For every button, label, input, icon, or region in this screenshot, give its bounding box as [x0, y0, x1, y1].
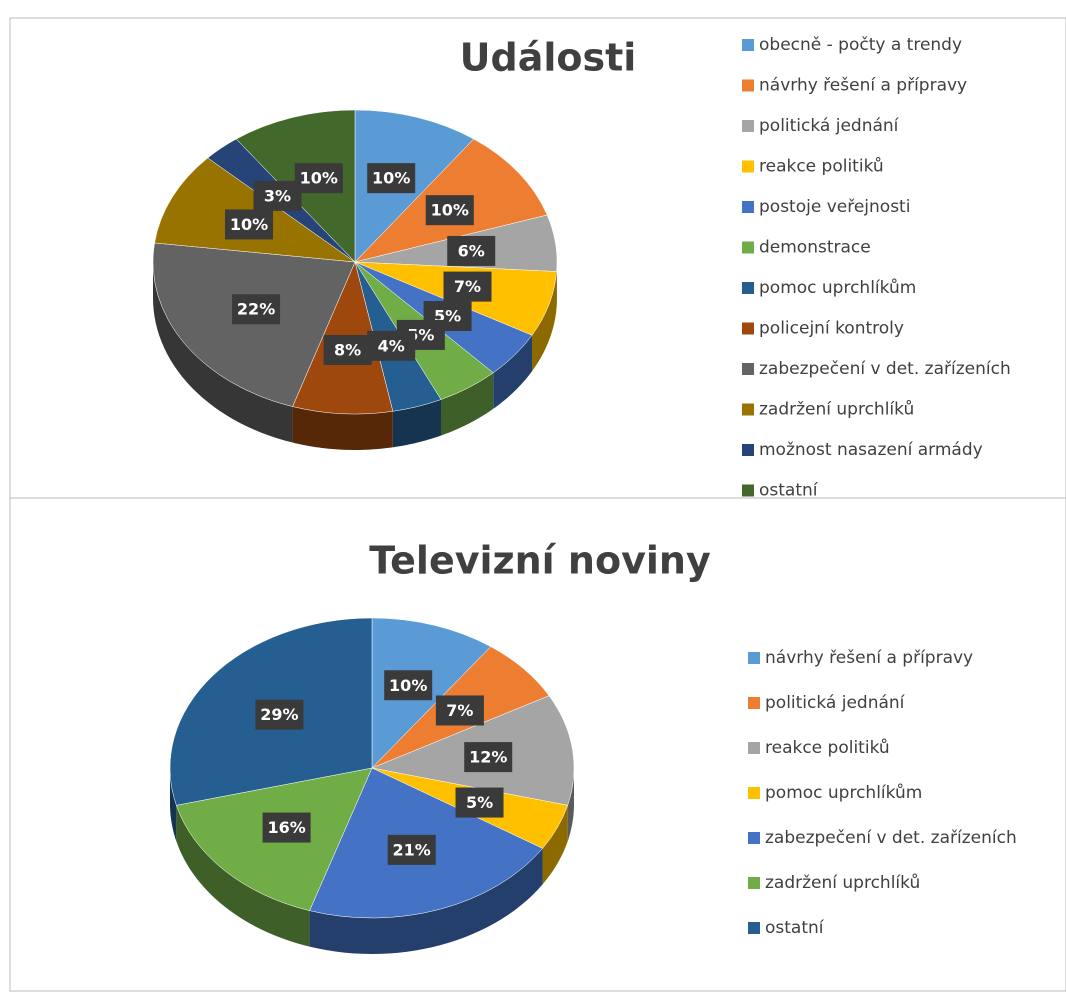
- data-label: 7%: [446, 701, 473, 720]
- legend-swatch: [742, 201, 754, 213]
- data-label: 10%: [230, 215, 268, 234]
- legend-swatch: [748, 832, 760, 844]
- data-label: 10%: [389, 676, 427, 695]
- legend-swatch: [742, 444, 754, 456]
- data-label: 5%: [466, 793, 493, 812]
- data-label: 16%: [267, 818, 305, 837]
- legend-swatch: [742, 404, 754, 416]
- legend-label: možnost nasazení armády: [759, 440, 983, 460]
- legend-swatch: [742, 161, 754, 173]
- legend-label: návrhy řešení a přípravy: [765, 648, 973, 668]
- data-label: 6%: [458, 241, 485, 260]
- data-label: 21%: [393, 840, 431, 859]
- data-label: 7%: [454, 277, 481, 296]
- legend-label: zadržení uprchlíků: [759, 400, 914, 420]
- legend-swatch: [742, 120, 754, 132]
- data-label: 29%: [260, 705, 298, 724]
- legend-swatch: [742, 323, 754, 335]
- legend-swatch: [748, 922, 760, 934]
- legend-label: zabezpečení v det. zařízeních: [765, 828, 1017, 848]
- legend-swatch: [742, 282, 754, 294]
- legend-label: pomoc uprchlíkům: [759, 278, 916, 298]
- legend-label: demonstrace: [759, 238, 871, 258]
- data-label: 22%: [237, 300, 275, 319]
- chart-title: Televizní noviny: [369, 539, 711, 583]
- legend-label: policejní kontroly: [759, 319, 904, 339]
- legend-label: ostatní: [759, 481, 819, 501]
- legend-label: postoje veřejnosti: [759, 197, 910, 217]
- legend-label: obecně - počty a trendy: [759, 35, 962, 55]
- data-label: 10%: [372, 169, 410, 188]
- legend-label: zabezpečení v det. zařízeních: [759, 359, 1011, 379]
- data-label: 12%: [469, 748, 507, 767]
- legend-swatch: [748, 877, 760, 889]
- data-label: 8%: [334, 340, 361, 359]
- legend-swatch: [742, 363, 754, 375]
- legend-label: politická jednání: [759, 116, 900, 136]
- legend-label: pomoc uprchlíkům: [765, 783, 922, 803]
- chart-title: Události: [460, 36, 637, 80]
- legend-swatch: [748, 787, 760, 799]
- data-label: 10%: [300, 169, 338, 188]
- legend-label: reakce politiků: [759, 157, 884, 177]
- legend-swatch: [742, 39, 754, 51]
- legend-label: zadržení uprchlíků: [765, 873, 920, 893]
- legend-swatch: [748, 652, 760, 664]
- legend-swatch: [748, 697, 760, 709]
- legend-swatch: [742, 242, 754, 254]
- legend-swatch: [748, 742, 760, 754]
- legend-label: reakce politiků: [765, 738, 890, 758]
- legend-swatch: [742, 80, 754, 92]
- data-label: 4%: [378, 336, 405, 355]
- legend-label: návrhy řešení a přípravy: [759, 76, 967, 96]
- data-label: 10%: [431, 201, 469, 220]
- legend-label: politická jednání: [765, 693, 906, 713]
- legend-swatch: [742, 485, 754, 497]
- legend-label: ostatní: [765, 918, 825, 938]
- data-label: 3%: [264, 186, 291, 205]
